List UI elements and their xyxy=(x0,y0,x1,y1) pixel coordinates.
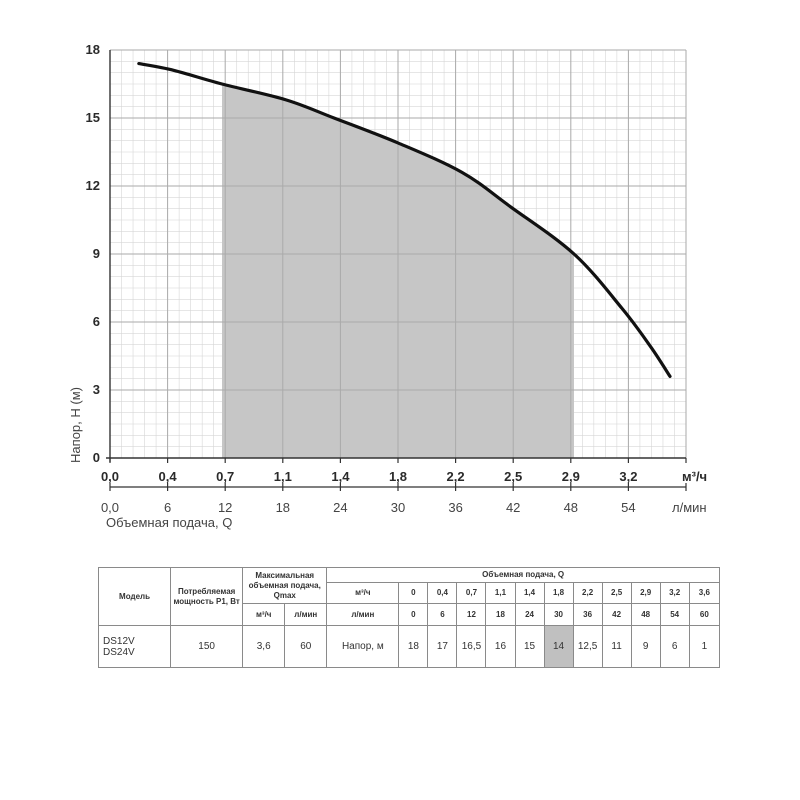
header-power: Потребляемая мощность P1, Вт xyxy=(170,567,244,626)
flow-lmin-cell: 6 xyxy=(427,603,458,626)
flow-m3h-cell: 1,8 xyxy=(543,582,574,604)
x-unit-label: м³/ч xyxy=(682,469,707,484)
x2-tick-label: 24 xyxy=(333,500,347,515)
x2-tick-label: 0,0 xyxy=(101,500,119,515)
flow-lmin-cell: 0 xyxy=(398,603,429,626)
x-tick-label: 1,8 xyxy=(389,469,407,484)
flow-m3h-cell: 3,6 xyxy=(688,582,721,604)
flow-m3h-cell: 1,4 xyxy=(514,582,545,604)
flow-m3h-cell: 2,2 xyxy=(572,582,603,604)
x-tick-label: 0,0 xyxy=(101,469,119,484)
x2-tick-label: 54 xyxy=(621,500,635,515)
x-tick-labels-lmin: 0,0 6 12 18 24 30 36 42 48 54 xyxy=(101,500,636,515)
qmax-unit-m3h: м³/ч xyxy=(242,603,286,626)
x-tick-label: 3,2 xyxy=(619,469,637,484)
flow-m3h-cell: 0 xyxy=(398,582,429,604)
head-value-cell: 11 xyxy=(601,625,632,668)
flow-lmin-cell: 36 xyxy=(572,603,603,626)
model-cell: DS12V DS24V xyxy=(97,625,172,668)
head-value-cell: 14 xyxy=(543,625,574,668)
x-tick-label: 2,2 xyxy=(447,469,465,484)
y-tick-labels: 0 3 6 9 12 15 18 xyxy=(86,42,100,465)
x2-tick-label: 18 xyxy=(276,500,290,515)
performance-table: Модель Потребляемая мощность P1, Вт Макс… xyxy=(97,567,721,668)
qmax-unit-lmin: л/мин xyxy=(284,603,328,626)
head-value-cell: 17 xyxy=(427,625,458,668)
head-value-cell: 9 xyxy=(630,625,661,668)
x-axis-label: Объемная подача, Q xyxy=(106,515,232,530)
flow-m3h-cell: 2,5 xyxy=(601,582,632,604)
qmax-m3h-value: 3,6 xyxy=(242,625,286,668)
header-model: Модель xyxy=(97,567,172,626)
flow-lmin-cell: 24 xyxy=(514,603,545,626)
head-label: Напор, м xyxy=(326,625,400,668)
flow-lmin-cell: 60 xyxy=(688,603,721,626)
x-tick-label: 0,7 xyxy=(216,469,234,484)
flow-lmin-cell: 42 xyxy=(601,603,632,626)
head-value-cell: 16 xyxy=(485,625,516,668)
power-value: 150 xyxy=(170,625,244,668)
head-value-cell: 16,5 xyxy=(456,625,487,668)
model-name: DS24V xyxy=(103,646,135,658)
head-value-cell: 18 xyxy=(398,625,429,668)
qmax-lmin-value: 60 xyxy=(284,625,328,668)
x2-tick-label: 6 xyxy=(164,500,171,515)
axes xyxy=(106,50,687,491)
x-tick-label: 2,9 xyxy=(562,469,580,484)
model-name: DS12V xyxy=(103,635,135,647)
major-grid xyxy=(109,49,687,459)
y-tick-label: 6 xyxy=(93,314,100,329)
flow-lmin-cell: 54 xyxy=(659,603,690,626)
head-curve xyxy=(137,62,672,378)
head-value-cell: 15 xyxy=(514,625,545,668)
unit-lmin-label: л/мин xyxy=(326,603,400,626)
y-tick-label: 12 xyxy=(86,178,100,193)
x-tick-label: 0,4 xyxy=(159,469,178,484)
head-value-cell: 1 xyxy=(688,625,721,668)
y-tick-label: 18 xyxy=(86,42,100,57)
y-tick-label: 15 xyxy=(86,110,100,125)
flow-m3h-cell: 1,1 xyxy=(485,582,516,604)
y-tick-label: 3 xyxy=(93,382,100,397)
x2-tick-label: 36 xyxy=(448,500,462,515)
y-tick-label: 9 xyxy=(93,246,100,261)
y-tick-label: 0 xyxy=(93,450,100,465)
flow-m3h-cell: 0,7 xyxy=(456,582,487,604)
unit-m3h-label: м³/ч xyxy=(326,582,400,604)
x2-unit-label: л/мин xyxy=(672,500,707,515)
flow-m3h-cell: 3,2 xyxy=(659,582,690,604)
flow-m3h-cell: 0,4 xyxy=(427,582,458,604)
x-tick-label: 1,4 xyxy=(331,469,350,484)
x-tick-label: 2,5 xyxy=(504,469,522,484)
header-qmax: Максимальная объемная подача, Qmax xyxy=(242,567,328,604)
flow-lmin-cell: 30 xyxy=(543,603,574,626)
flow-lmin-cell: 18 xyxy=(485,603,516,626)
head-value-cell: 6 xyxy=(659,625,690,668)
flow-lmin-cell: 48 xyxy=(630,603,661,626)
x-tick-label: 1,1 xyxy=(274,469,292,484)
x-tick-labels-m3h: 0,0 0,4 0,7 1,1 1,4 1,8 2,2 2,5 2,9 3,2 xyxy=(101,469,637,484)
x2-tick-label: 48 xyxy=(564,500,578,515)
x2-tick-label: 12 xyxy=(218,500,232,515)
x2-tick-label: 42 xyxy=(506,500,520,515)
x2-tick-label: 30 xyxy=(391,500,405,515)
head-value-cell: 12,5 xyxy=(572,625,603,668)
y-axis-label: Напор, Н (м) xyxy=(68,387,83,463)
flow-lmin-cell: 12 xyxy=(456,603,487,626)
flow-m3h-cell: 2,9 xyxy=(630,582,661,604)
header-flow: Объемная подача, Q xyxy=(326,567,720,583)
